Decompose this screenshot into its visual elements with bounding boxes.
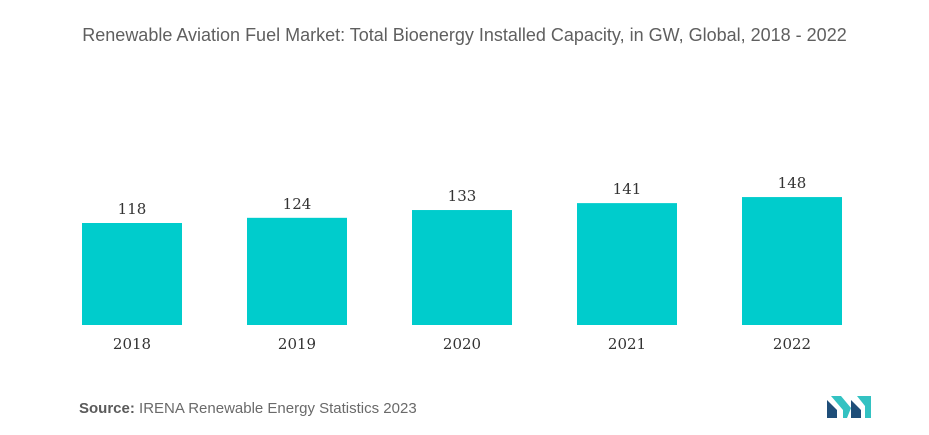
source-label: Source: [79,400,135,417]
x-tick-label-2019: 2019 [278,335,316,353]
source-text: IRENA Renewable Energy Statistics 2023 [139,400,417,417]
bars-layer [82,197,842,325]
bar-value-label-2020: 133 [448,187,477,205]
bar-value-label-2021: 141 [613,180,642,198]
x-tick-label-2022: 2022 [773,335,811,353]
bar-2020 [412,210,512,325]
mordor-intelligence-logo-icon [827,396,871,418]
bar-value-label-2022: 148 [778,174,807,192]
bar-2022 [742,197,842,325]
value-labels-layer: 118 124 133 141 148 [118,174,807,218]
x-axis-ticks-layer: 2018 2019 2020 2021 2022 [113,335,811,353]
source-note: Source: IRENA Renewable Energy Statistic… [79,400,417,417]
x-tick-label-2021: 2021 [608,335,646,353]
bar-value-label-2019: 124 [283,195,312,213]
bar-2021 [577,203,677,325]
x-tick-label-2018: 2018 [113,335,151,353]
chart-title: Renewable Aviation Fuel Market: Total Bi… [82,25,847,45]
bar-2018 [82,223,182,325]
bar-2019 [247,217,347,325]
bar-value-label-2018: 118 [118,200,147,218]
x-tick-label-2020: 2020 [443,335,481,353]
